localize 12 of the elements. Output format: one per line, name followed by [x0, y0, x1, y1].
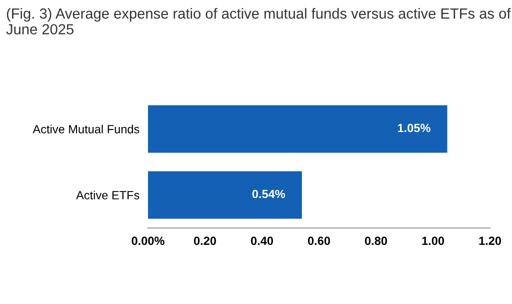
chart-title: (Fig. 3) Average expense ratio of active mutual funds versus active ETFs as of June 2025 [6, 8, 511, 34]
x-tick-label: 0.00% [132, 236, 164, 246]
x-tick-label: 1.20 [479, 236, 502, 246]
x-tick-label: 0.40 [250, 236, 274, 246]
x-tick-label: 0.80 [364, 236, 388, 246]
y-tick-label: Active Mutual Funds [32, 124, 140, 134]
x-tick-label: 0.20 [194, 236, 216, 246]
y-tick-label: Active ETFs [76, 190, 140, 200]
x-tick-label: 0.60 [308, 236, 330, 246]
x-tick-label: 1.00 [422, 236, 444, 246]
data-label: 0.54% [252, 190, 286, 198]
data-label: 1.05% [398, 124, 430, 132]
